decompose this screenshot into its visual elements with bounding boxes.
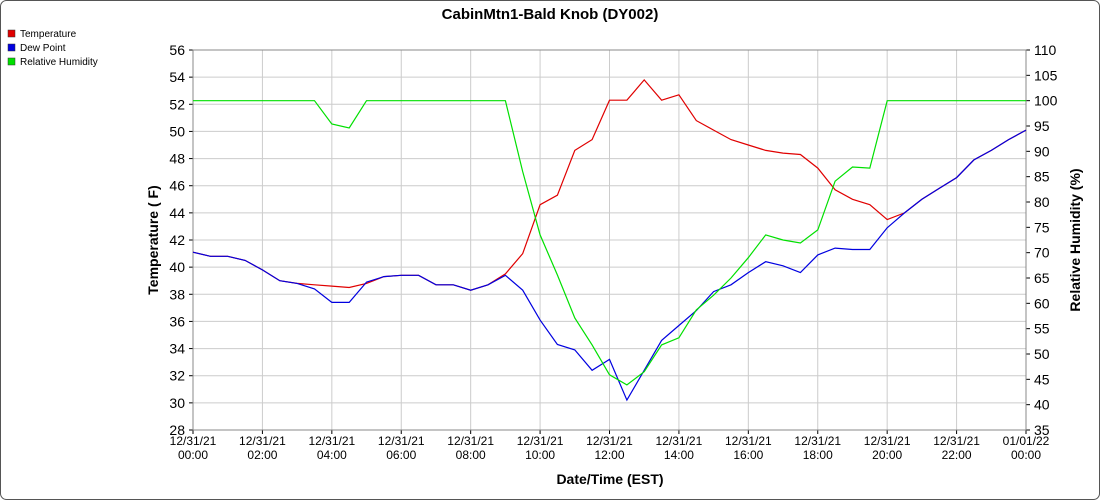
y2-tick-label: 60 [1034,295,1050,311]
y-tick-label: 54 [169,69,185,85]
legend-label: Relative Humidity [20,57,98,68]
y2-tick-label: 105 [1034,67,1058,83]
x-tick-label: 12/31/21 18:00 [794,434,841,462]
series-line [192,78,1027,291]
x-tick-label: 12/31/21 16:00 [725,434,772,462]
legend-swatch [7,29,16,38]
chart-title: CabinMtn1-Bald Knob (DY002) [442,6,659,23]
x-tick-label: 12/31/21 22:00 [933,434,980,462]
y-tick-label: 44 [169,205,185,221]
y2-tick-label: 80 [1034,194,1050,210]
legend-label: Dew Point [20,43,66,54]
y2-tick-label: 100 [1034,93,1058,109]
series-line [192,129,1027,402]
x-tick-label: 12/31/21 04:00 [308,434,355,462]
legend-label: Temperature [20,29,77,40]
x-axis-title: Date/Time (EST) [556,471,663,487]
y-tick-label: 34 [169,341,185,357]
y-tick-label: 48 [169,151,185,167]
y-tick-label: 50 [169,123,185,139]
legend-swatch [7,43,16,52]
y-tick-label: 36 [169,313,185,329]
y-tick-label: 40 [169,259,185,275]
plot-border [192,49,1027,431]
y2-axis-title: Relative Humidity (%) [1067,168,1083,311]
x-tick-label: 12/31/21 12:00 [586,434,633,462]
x-tick-label: 12/31/21 14:00 [656,434,703,462]
y2-tick-label: 40 [1034,397,1050,413]
y-axis-title: Temperature ( F) [145,185,161,294]
x-tick-label: 12/31/21 02:00 [239,434,286,462]
x-tick-label: 12/31/21 06:00 [378,434,425,462]
y2-tick-label: 90 [1034,143,1050,159]
y-tick-label: 38 [169,286,185,302]
y2-tick-label: 75 [1034,219,1050,235]
y2-tick-label: 45 [1034,371,1050,387]
x-tick-label: 12/31/21 10:00 [517,434,564,462]
y-tick-label: 28 [169,422,185,438]
series-line [193,100,1026,386]
y-tick-label: 42 [169,232,185,248]
y2-tick-label: 70 [1034,245,1050,261]
y2-tick-label: 95 [1034,118,1050,134]
y2-tick-label: 85 [1034,169,1050,185]
y2-tick-label: 50 [1034,346,1050,362]
y2-tick-label: 65 [1034,270,1050,286]
y-tick-label: 46 [169,178,185,194]
y-tick-label: 56 [169,42,185,58]
y-tick-label: 52 [169,96,185,112]
x-tick-label: 12/31/21 08:00 [447,434,494,462]
x-tick-label: 12/31/21 00:00 [170,434,217,462]
x-tick-label: 12/31/21 20:00 [864,434,911,462]
y2-tick-label: 55 [1034,321,1050,337]
y2-tick-label: 110 [1034,42,1057,58]
y-tick-label: 32 [169,368,185,384]
legend-swatch [7,57,16,66]
y-tick-label: 30 [169,395,185,411]
x-tick-label: 01/01/22 00:00 [1003,434,1050,462]
y2-tick-label: 35 [1034,422,1050,438]
